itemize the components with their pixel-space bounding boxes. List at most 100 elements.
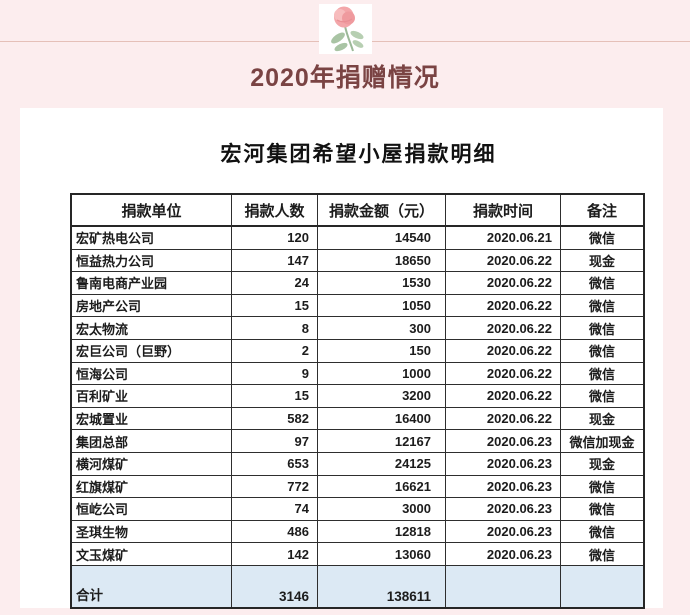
table-row: 百利矿业 15 3200 2020.06.22 微信	[72, 385, 643, 408]
column-header-date: 捐款时间	[446, 195, 561, 227]
total-date	[446, 565, 561, 607]
table-cell-amount: 150	[318, 339, 446, 363]
table-cell-unit: 红旗煤矿	[72, 475, 232, 499]
table-cell-amount: 13060	[318, 543, 446, 566]
table-cell-date: 2020.06.23	[446, 475, 561, 499]
table-cell-date: 2020.06.22	[446, 272, 561, 295]
table-cell-unit: 宏矿热电公司	[72, 227, 232, 250]
table-cell-unit: 集团总部	[72, 430, 232, 453]
table-cell-amount: 1050	[318, 294, 446, 318]
content-panel: 宏河集团希望小屋捐款明细 捐款单位 捐款人数 捐款金额（元） 捐款时间 备注 宏…	[20, 108, 663, 609]
table-row: 集团总部 97 12167 2020.06.23 微信加现金	[72, 430, 643, 453]
table-cell-date: 2020.06.22	[446, 339, 561, 363]
table-body: 宏矿热电公司 120 14540 2020.06.21 微信 恒益热力公司 147 18650…	[72, 227, 643, 566]
table-cell-unit: 房地产公司	[72, 294, 232, 318]
page-title: 2020年捐赠情况	[250, 64, 440, 92]
column-header-note: 备注	[561, 195, 643, 227]
table-cell-date: 2020.06.23	[446, 452, 561, 476]
table-cell-amount: 300	[318, 317, 446, 340]
table-cell-unit: 宏巨公司（巨野）	[72, 339, 232, 363]
table-cell-people: 486	[232, 520, 318, 544]
table-cell-unit: 宏城置业	[72, 407, 232, 431]
table-row: 宏巨公司（巨野） 2 150 2020.06.22 微信	[72, 339, 643, 363]
table-cell-unit: 圣琪生物	[72, 520, 232, 544]
table-row: 横河煤矿 653 24125 2020.06.23 现金	[72, 452, 643, 476]
table-cell-amount: 18650	[318, 249, 446, 273]
table-row: 宏矿热电公司 120 14540 2020.06.21 微信	[72, 227, 643, 250]
table-cell-date: 2020.06.23	[446, 430, 561, 453]
table-row: 宏城置业 582 16400 2020.06.22 现金	[72, 407, 643, 431]
table-cell-date: 2020.06.22	[446, 385, 561, 408]
table-cell-people: 582	[232, 407, 318, 431]
table-cell-note: 微信加现金	[561, 430, 643, 453]
table-cell-note: 现金	[561, 453, 643, 476]
table-cell-amount: 14540	[318, 227, 446, 250]
table-cell-note: 微信	[561, 543, 643, 566]
table-row: 鲁南电商产业园 24 1530 2020.06.22 微信	[72, 272, 643, 295]
table-total-row: 合计 3146 138611	[72, 565, 643, 607]
table-cell-unit: 横河煤矿	[72, 452, 232, 476]
table-cell-people: 15	[232, 294, 318, 318]
table-row: 文玉煤矿 142 13060 2020.06.23 微信	[72, 543, 643, 566]
table-cell-note: 微信	[561, 521, 643, 544]
table-cell-amount: 12167	[318, 430, 446, 453]
table-cell-date: 2020.06.22	[446, 317, 561, 340]
table-cell-unit: 百利矿业	[72, 385, 232, 408]
table-cell-amount: 12818	[318, 520, 446, 544]
table-cell-people: 97	[232, 430, 318, 453]
table-cell-unit: 宏太物流	[72, 317, 232, 340]
table-cell-people: 24	[232, 272, 318, 295]
table-cell-amount: 3200	[318, 385, 446, 408]
table-cell-amount: 1530	[318, 272, 446, 295]
donation-table: 捐款单位 捐款人数 捐款金额（元） 捐款时间 备注 宏矿热电公司 120 14540…	[70, 193, 645, 609]
table-cell-unit: 鲁南电商产业园	[72, 272, 232, 295]
table-cell-note: 微信	[561, 340, 643, 363]
table-cell-note: 微信	[561, 363, 643, 386]
table-cell-date: 2020.06.21	[446, 227, 561, 250]
table-cell-amount: 16400	[318, 407, 446, 431]
flower-icon	[319, 4, 372, 54]
table-cell-amount: 24125	[318, 452, 446, 476]
table-cell-people: 74	[232, 498, 318, 521]
table-row: 恒屹公司 74 3000 2020.06.23 微信	[72, 498, 643, 521]
table-cell-unit: 恒海公司	[72, 362, 232, 386]
total-amount: 138611	[318, 565, 446, 607]
table-row: 恒海公司 9 1000 2020.06.22 微信	[72, 362, 643, 386]
table-cell-note: 现金	[561, 250, 643, 273]
table-cell-people: 653	[232, 452, 318, 476]
table-cell-date: 2020.06.23	[446, 543, 561, 566]
table-cell-date: 2020.06.23	[446, 498, 561, 521]
table-row: 红旗煤矿 772 16621 2020.06.23 微信	[72, 475, 643, 499]
table-cell-note: 微信	[561, 476, 643, 499]
table-cell-unit: 恒屹公司	[72, 498, 232, 521]
table-cell-date: 2020.06.22	[446, 249, 561, 273]
table-cell-amount: 16621	[318, 475, 446, 499]
table-cell-unit: 文玉煤矿	[72, 543, 232, 566]
table-cell-people: 142	[232, 543, 318, 566]
table-cell-note: 微信	[561, 385, 643, 408]
table-cell-note: 微信	[561, 227, 643, 250]
table-header-row: 捐款单位 捐款人数 捐款金额（元） 捐款时间 备注	[72, 195, 643, 227]
column-header-people: 捐款人数	[232, 195, 318, 227]
table-cell-date: 2020.06.22	[446, 362, 561, 386]
table-cell-people: 120	[232, 227, 318, 250]
table-cell-people: 8	[232, 317, 318, 340]
table-cell-note: 微信	[561, 272, 643, 295]
header-decoration	[0, 0, 690, 56]
document-heading: 宏河集团希望小屋捐款明细	[220, 143, 497, 166]
total-note	[561, 565, 643, 607]
column-header-unit: 捐款单位	[72, 195, 232, 227]
table-cell-date: 2020.06.23	[446, 520, 561, 544]
column-header-amount: 捐款金额（元）	[318, 195, 446, 227]
table-cell-people: 772	[232, 475, 318, 499]
flower-illustration	[330, 6, 363, 52]
table-cell-amount: 3000	[318, 498, 446, 521]
table-cell-date: 2020.06.22	[446, 294, 561, 318]
total-label: 合计	[72, 565, 232, 607]
table-cell-note: 微信	[561, 498, 643, 521]
table-cell-people: 9	[232, 362, 318, 386]
table-row: 房地产公司 15 1050 2020.06.22 微信	[72, 294, 643, 318]
table-row: 恒益热力公司 147 18650 2020.06.22 现金	[72, 249, 643, 273]
table-cell-unit: 恒益热力公司	[72, 249, 232, 273]
table-cell-date: 2020.06.22	[446, 407, 561, 431]
